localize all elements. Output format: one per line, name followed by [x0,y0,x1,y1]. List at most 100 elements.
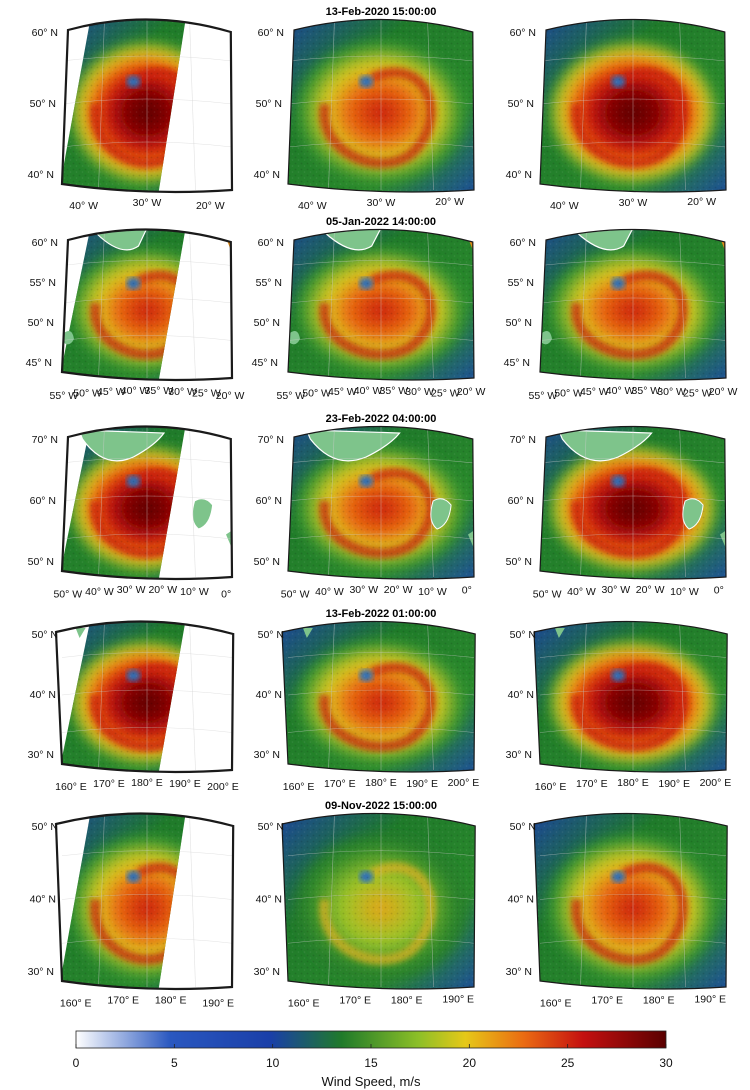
lat-tick-label: 30° N [506,966,532,978]
lon-tick-label: 40° W [298,200,327,212]
lon-tick-label: 0° [221,588,231,600]
lon-tick-label: 0° [462,584,472,596]
panel-title-row-4: 13-Feb-2022 01:00:00 [326,608,437,620]
lon-tick-label: 20° W [216,390,245,402]
lon-tick-label: 40° W [69,200,98,212]
panel-title-row-1: 13-Feb-2020 15:00:00 [326,6,437,18]
lon-tick-label: 35° W [632,385,661,397]
lat-tick-label: 70° N [258,434,284,446]
lon-tick-label: 45° W [97,386,126,398]
lon-tick-label: 190° E [406,778,438,790]
lon-tick-label: 50° W [73,388,102,400]
lat-tick-label: 40° N [254,169,280,181]
lon-tick-label: 50° W [302,388,331,400]
lon-tick-label: 160° E [55,781,87,793]
lat-tick-label: 55° N [508,277,534,289]
lon-tick-label: 25° W [683,388,712,400]
lon-tick-label: 20° W [709,386,738,398]
lon-tick-label: 20° W [196,200,225,212]
lon-tick-label: 40° W [567,586,596,598]
lon-tick-label: 35° W [380,385,409,397]
lon-tick-label: 45° W [328,386,357,398]
lat-tick-label: 40° N [256,894,282,906]
lon-tick-label: 55° W [277,390,306,402]
lon-tick-label: 35° W [145,385,174,397]
lat-tick-label: 40° N [508,689,534,701]
lon-tick-label: 10° W [418,586,447,598]
colorbar-tick-label: 30 [659,1056,673,1070]
lon-tick-label: 30° W [405,386,434,398]
lat-tick-label: 50° N [32,821,58,833]
colorbar-tick-label: 0 [73,1056,80,1070]
lat-tick-label: 50° N [30,98,56,110]
lon-tick-label: 30° W [168,386,197,398]
lat-tick-label: 50° N [258,821,284,833]
lon-tick-label: 30° W [601,584,630,596]
lat-tick-label: 45° N [504,357,530,369]
lon-tick-label: 170° E [339,994,371,1006]
lon-tick-label: 170° E [591,994,623,1006]
lat-tick-label: 30° N [254,749,280,761]
lon-tick-label: 30° W [133,197,162,209]
lat-tick-label: 50° N [258,629,284,641]
map-panel-r4-c2 [281,620,476,773]
map-panel-r3-c1 [60,425,234,581]
lon-tick-label: 30° W [117,584,146,596]
lon-tick-label: 40° W [85,586,114,598]
lon-tick-label: 55° W [529,390,558,402]
lon-tick-label: 20° W [687,196,716,208]
lon-tick-label: 50° W [281,588,310,600]
lat-tick-label: 50° N [506,556,532,568]
lon-tick-label: 20° W [384,584,413,596]
lon-tick-label: 200° E [207,781,239,793]
lat-tick-label: 60° N [256,495,282,507]
panel-title-row-3: 23-Feb-2022 04:00:00 [326,413,437,425]
lon-tick-label: 160° E [540,998,572,1010]
lat-tick-label: 30° N [506,749,532,761]
lon-tick-label: 160° E [535,781,567,793]
colorbar-tick-label: 20 [463,1056,477,1070]
lat-tick-label: 40° N [256,689,282,701]
lat-tick-label: 30° N [254,966,280,978]
lon-tick-label: 50° W [53,588,82,600]
lat-tick-label: 60° N [32,237,58,249]
lat-tick-label: 40° N [28,169,54,181]
lon-tick-label: 190° E [169,778,201,790]
lat-tick-label: 50° N [28,556,54,568]
lon-tick-label: 20° W [148,584,177,596]
lon-tick-label: 30° W [367,197,396,209]
lon-tick-label: 190° E [658,778,690,790]
lat-tick-label: 50° N [254,556,280,568]
map-panel-r3-c3 [539,425,727,580]
colorbar-tick-label: 15 [364,1056,378,1070]
lat-tick-label: 60° N [258,237,284,249]
lat-tick-label: 50° N [510,821,536,833]
lon-tick-label: 170° E [107,994,139,1006]
lon-tick-label: 160° E [283,781,315,793]
lat-tick-label: 40° N [506,169,532,181]
lon-tick-label: 30° W [657,386,686,398]
lon-tick-label: 50° W [533,588,562,600]
lon-tick-label: 170° E [93,778,125,790]
lat-tick-label: 60° N [508,495,534,507]
lon-tick-label: 170° E [324,778,356,790]
lat-tick-label: 55° N [30,277,56,289]
lat-tick-label: 60° N [510,27,536,39]
lat-tick-label: 60° N [32,27,58,39]
map-panel-r3-c2 [287,425,475,580]
lat-tick-label: 40° N [30,689,56,701]
lon-tick-label: 180° E [643,994,675,1006]
lat-tick-label: 50° N [254,317,280,329]
lon-tick-label: 55° W [50,390,79,402]
map-panel-r5-c3 [533,812,728,990]
lon-tick-label: 25° W [431,388,460,400]
map-panel-r1-c1 [60,18,234,194]
colorbar: 0 5 10 15 20 25 30 Wind Speed, m/s [73,1030,673,1089]
lon-tick-label: 160° E [288,998,320,1010]
lon-tick-label: 180° E [617,777,649,789]
lon-tick-label: 200° E [448,777,480,789]
lon-tick-label: 40° W [121,385,150,397]
lon-tick-label: 10° W [180,586,209,598]
lon-tick-label: 40° W [550,200,579,212]
